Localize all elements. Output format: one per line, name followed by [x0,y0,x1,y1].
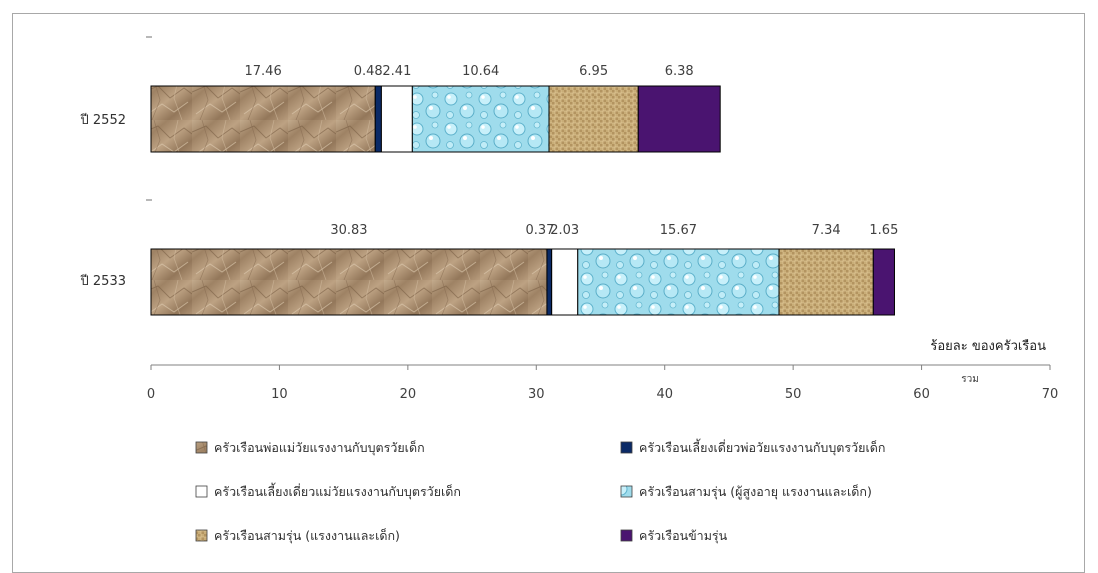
stacked-bar-chart: 17.46 0.48 2.41 10.64 6.95 6.38 30.83 0.372.03 1… [80,36,1059,544]
x-axis-title: ร้อยละ ของครัวเรือน [930,338,1046,354]
legend-label: ครัวเรือนพ่อแม่วัยแรงงานกับบุตรวัยเด็ก [214,440,425,456]
value-label: 0.48 [354,64,383,79]
bar-segment [150,248,548,316]
legend-swatch [195,485,208,498]
value-label: 0.37 [525,223,554,238]
legend-swatch [195,441,208,454]
category-label: ปี 2533 [80,273,126,289]
legend-label: ครัวเรือนสามรุ่น (แรงงานและเด็ก) [214,528,400,544]
legend-item: ครัวเรือนสามรุ่น (ผู้สูงอายุ แรงงานและเด… [620,484,872,500]
x-tick-label: 20 [400,387,417,402]
legend-label: ครัวเรือนสามรุ่น (ผู้สูงอายุ แรงงานและเด… [639,484,872,500]
value-label: 1.65 [869,223,898,238]
value-label: 30.83 [330,223,367,238]
value-label: 6.38 [665,64,694,79]
x-tick-label: 70 [1042,387,1059,402]
legend-swatch [620,441,633,454]
bar-segment [374,85,382,153]
bar-segment [577,248,780,316]
bar-group [150,85,895,316]
legend-label: ครัวเรือนข้ามรุ่น [639,528,728,544]
value-label-group: 17.46 0.48 2.41 10.64 6.95 6.38 30.83 0.372.03 1… [245,64,899,238]
x-tick-label: 40 [656,387,673,402]
bar-segment [551,248,579,316]
bar-segment [637,85,721,153]
value-label: 10.64 [462,64,499,79]
legend-item: ครัวเรือนเลี้ยงเดี่ยวพ่อวัยแรงงานกับบุตร… [620,438,885,456]
legend-swatch [195,529,208,542]
value-label: 17.46 [245,64,282,79]
x-tick-label: 60 [913,387,930,402]
legend-swatch [620,485,633,498]
legend-item: ครัวเรือนข้ามรุ่น [620,528,728,544]
legend-swatch [620,529,633,542]
bar-segment [411,85,550,153]
legend-label: ครัวเรือนเลี้ยงเดี่ยวพ่อวัยแรงงานกับบุตร… [639,438,885,456]
value-label: 6.95 [579,64,608,79]
x-tick-label: 0 [147,387,155,402]
legend-item: ครัวเรือนพ่อแม่วัยแรงงานกับบุตรวัยเด็ก [195,440,425,456]
legend-label: ครัวเรือนเลี้ยงเดี่ยวแม่วัยแรงงานกับบุตร… [214,482,461,500]
bar-segment [548,85,639,153]
bar-segment [150,85,376,153]
bar-segment [380,85,413,153]
x-axis: ปี 2552 ปี 2533 0 10 20 30 40 50 60 70 ร้อยละ ของค… [80,36,1059,402]
x-tick-label: 10 [271,387,288,402]
bar-segment [778,248,874,316]
value-label: 2.03 [550,223,579,238]
value-label: 2.41 [382,64,411,79]
bar-segment [872,248,895,316]
category-label: ปี 2552 [80,112,126,128]
bar-segment [546,248,553,316]
legend-item: ครัวเรือนเลี้ยงเดี่ยวแม่วัยแรงงานกับบุตร… [195,482,461,500]
value-label: 15.67 [660,223,697,238]
x-axis-subtitle: รวม [961,374,979,385]
legend-item: ครัวเรือนสามรุ่น (แรงงานและเด็ก) [195,528,400,544]
value-label: 7.34 [812,223,841,238]
legend: ครัวเรือนพ่อแม่วัยแรงงานกับบุตรวัยเด็กคร… [195,438,885,544]
x-tick-label: 30 [528,387,545,402]
x-tick-label: 50 [785,387,802,402]
